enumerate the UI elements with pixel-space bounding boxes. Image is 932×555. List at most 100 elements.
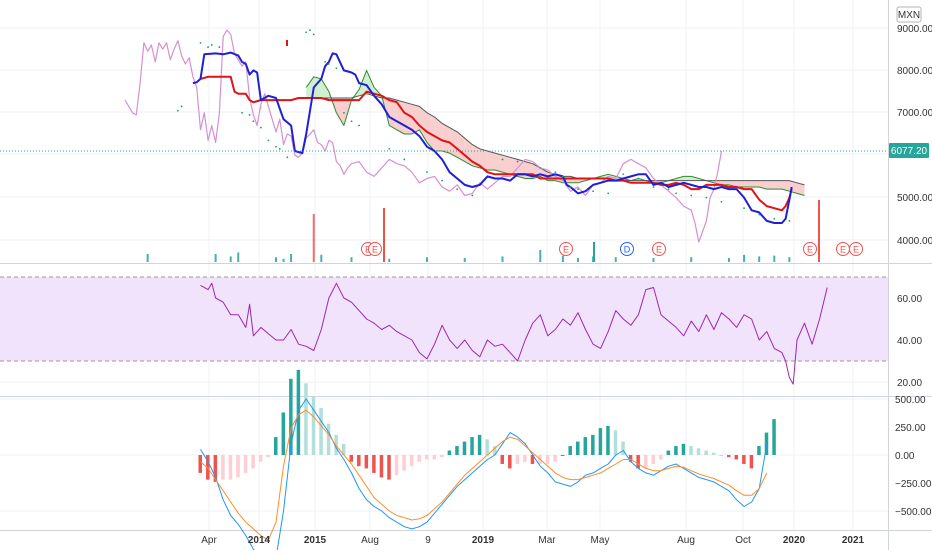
event-badge[interactable]: D bbox=[620, 242, 634, 256]
rsi-line bbox=[200, 282, 828, 385]
volume-bar bbox=[350, 257, 353, 262]
psar-dot bbox=[327, 63, 330, 65]
psar-dot bbox=[324, 61, 326, 63]
macd-y-tick: 500.00 bbox=[895, 395, 926, 406]
event-badge[interactable]: E bbox=[652, 242, 666, 256]
cloud-segment bbox=[442, 123, 450, 154]
currency-label: MXN bbox=[898, 10, 920, 21]
volume-bar bbox=[728, 258, 730, 262]
cloud-segment bbox=[774, 180, 782, 190]
macd-histogram-bar bbox=[364, 455, 369, 469]
x-axis-tick: Apr bbox=[201, 535, 217, 546]
volume-bar bbox=[773, 255, 776, 262]
macd-histogram-bar bbox=[198, 455, 202, 473]
cloud-segment bbox=[457, 131, 465, 162]
macd-histogram-bar bbox=[477, 434, 482, 455]
macd-histogram-bar bbox=[500, 455, 504, 464]
psar-dot bbox=[210, 44, 213, 46]
macd-histogram-bar bbox=[425, 455, 429, 460]
x-axis-tick: 2019 bbox=[472, 535, 495, 546]
macd-histogram-bar bbox=[304, 383, 308, 455]
cloud-segment bbox=[351, 89, 360, 101]
macd-histogram-bar bbox=[606, 425, 610, 455]
rsi-y-tick: 40.00 bbox=[897, 336, 922, 347]
cloud-segment bbox=[321, 78, 329, 98]
cloud-segment bbox=[736, 180, 745, 187]
cloud-segment bbox=[479, 148, 488, 171]
event-badge[interactable]: E bbox=[559, 242, 573, 256]
psar-dot bbox=[252, 120, 255, 123]
psar-dot bbox=[305, 31, 308, 34]
cloud-segment bbox=[336, 97, 344, 126]
macd-histogram-bar bbox=[349, 455, 353, 462]
macd-histogram-bar bbox=[772, 419, 776, 455]
psar-dot bbox=[501, 158, 504, 161]
cloud-segment bbox=[487, 150, 495, 171]
volume-bar bbox=[652, 258, 655, 262]
macd-histogram-bar bbox=[221, 455, 225, 480]
volume-bar bbox=[388, 258, 391, 262]
event-badge[interactable]: E bbox=[849, 242, 863, 256]
volume-bar bbox=[501, 256, 504, 262]
macd-histogram-bar bbox=[311, 396, 316, 455]
currency-box bbox=[896, 6, 922, 23]
leading-span-b-line bbox=[306, 93, 805, 186]
price-y-tick: 5000.00 bbox=[897, 193, 932, 204]
psar-dot bbox=[539, 167, 542, 169]
macd-histogram-bar bbox=[560, 455, 565, 456]
x-axis-tick: May bbox=[591, 535, 610, 546]
psar-dot bbox=[554, 171, 557, 174]
event-badge-label: E bbox=[656, 245, 662, 255]
x-axis-tick: Oct bbox=[735, 535, 751, 546]
x-axis-tick: Mar bbox=[538, 535, 556, 546]
last-price-tag: 6077.20 bbox=[889, 143, 929, 158]
psar-dot bbox=[343, 111, 345, 114]
volume-bar bbox=[539, 250, 542, 262]
cloud-segment bbox=[781, 180, 790, 192]
psar-dot bbox=[441, 179, 443, 182]
macd-y-tick: 250.00 bbox=[895, 423, 926, 434]
cloud-segment bbox=[744, 180, 752, 187]
psar-dot bbox=[180, 105, 183, 108]
event-badge[interactable]: E bbox=[836, 242, 850, 256]
volume-bar bbox=[229, 256, 232, 262]
macd-histogram-bar bbox=[530, 455, 535, 464]
psar-dot bbox=[705, 196, 708, 199]
psar-dot bbox=[456, 188, 459, 191]
psar-dot bbox=[569, 186, 572, 188]
lagging-span-line bbox=[124, 29, 723, 243]
cloud-segment bbox=[427, 112, 435, 151]
cloud-segment bbox=[411, 104, 420, 134]
volume-bar bbox=[758, 256, 761, 262]
volume-bar bbox=[237, 252, 240, 262]
event-badge-label: E bbox=[807, 245, 813, 255]
macd-histogram-bar bbox=[598, 428, 603, 455]
last-price-tag-label: 6077.20 bbox=[891, 146, 928, 157]
macd-histogram-bar bbox=[545, 455, 550, 464]
macd-histogram-bar bbox=[274, 437, 278, 455]
volume-bar bbox=[818, 200, 820, 262]
psar-dot bbox=[312, 33, 315, 36]
volume-bar bbox=[312, 214, 315, 262]
volume-bar bbox=[743, 254, 746, 262]
psar-dot bbox=[426, 171, 428, 174]
macd-histogram-bar bbox=[462, 441, 467, 455]
price-y-tick: 8000.00 bbox=[897, 66, 932, 77]
macd-histogram-bar bbox=[243, 455, 248, 473]
x-axis-tick: 2020 bbox=[783, 535, 806, 546]
macd-histogram-bar bbox=[659, 455, 663, 460]
event-badge[interactable]: E bbox=[803, 242, 817, 256]
macd-histogram-bar bbox=[409, 455, 414, 467]
event-badge-label: E bbox=[840, 245, 846, 255]
macd-histogram-bar bbox=[696, 448, 701, 455]
macd-histogram-bar bbox=[666, 450, 671, 455]
psar-dot bbox=[335, 67, 338, 70]
rsi-y-tick: 20.00 bbox=[897, 378, 922, 389]
event-badge[interactable]: E bbox=[368, 242, 382, 256]
macd-histogram-bar bbox=[621, 441, 625, 455]
signal-line bbox=[200, 409, 768, 541]
psar-dot bbox=[667, 188, 670, 191]
x-axis-tick: 2021 bbox=[842, 535, 865, 546]
grid-lines bbox=[0, 0, 888, 530]
